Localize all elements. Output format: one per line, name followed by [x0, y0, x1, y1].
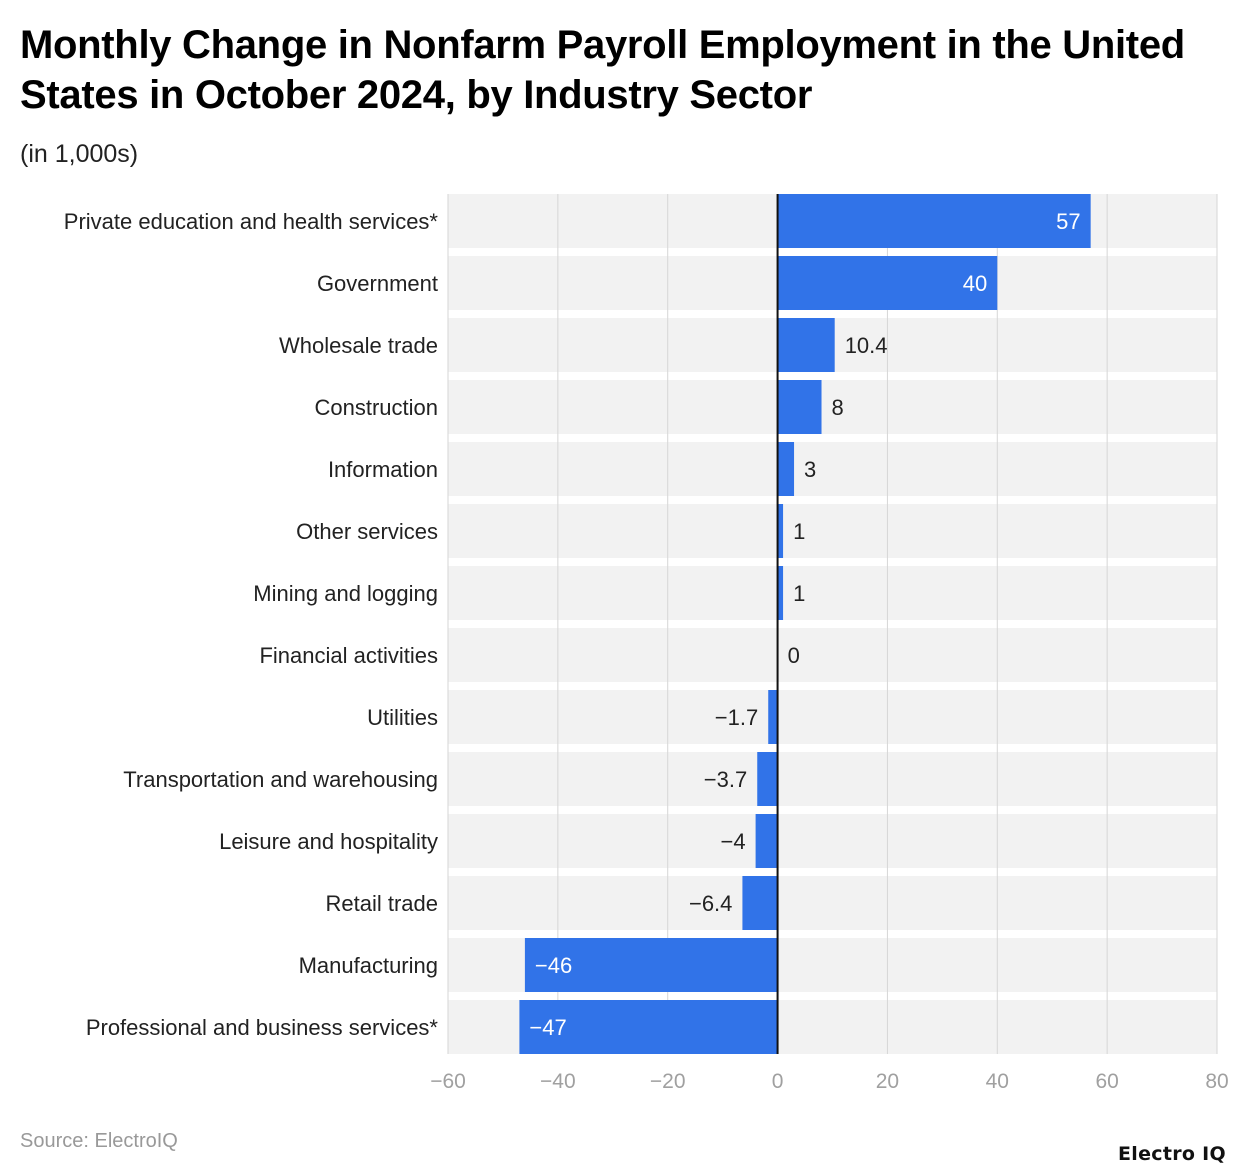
row-band — [448, 814, 1217, 868]
bar — [519, 1000, 778, 1054]
x-tick-label: −40 — [540, 1070, 576, 1093]
x-tick-label: 20 — [876, 1070, 899, 1093]
data-label: −1.7 — [715, 705, 758, 730]
data-label: 40 — [963, 271, 987, 296]
category-label: Leisure and hospitality — [219, 829, 438, 854]
row-band — [448, 690, 1217, 744]
row-band — [448, 876, 1217, 930]
category-label: Retail trade — [325, 891, 438, 916]
category-label: Mining and logging — [253, 581, 438, 606]
category-label: Utilities — [367, 705, 438, 730]
data-label: 1 — [793, 581, 805, 606]
x-tick-label: 80 — [1205, 1070, 1228, 1093]
bar — [777, 256, 998, 310]
chart-title: Monthly Change in Nonfarm Payroll Employ… — [20, 23, 1185, 117]
category-label: Construction — [314, 395, 438, 420]
data-label: 8 — [832, 395, 844, 420]
row-band — [448, 628, 1217, 682]
x-tick-label: 0 — [772, 1070, 784, 1093]
data-label: −4 — [721, 829, 746, 854]
category-label: Government — [317, 271, 438, 296]
row-band — [448, 380, 1217, 434]
bar — [777, 566, 784, 620]
category-label: Transportation and warehousing — [123, 767, 438, 792]
data-label: −47 — [529, 1015, 566, 1040]
x-tick-label: −60 — [430, 1070, 466, 1093]
bar — [777, 504, 784, 558]
chart-subtitle: (in 1,000s) — [20, 140, 139, 168]
data-label: −46 — [535, 953, 572, 978]
data-label: 57 — [1056, 209, 1080, 234]
x-tick-label: −20 — [650, 1070, 686, 1093]
category-label: Manufacturing — [299, 953, 438, 978]
category-label: Professional and business services* — [86, 1015, 439, 1040]
x-tick-label: 40 — [986, 1070, 1009, 1093]
data-label: −3.7 — [704, 767, 747, 792]
source-note: Source: ElectroIQ — [20, 1130, 178, 1152]
category-label: Wholesale trade — [279, 333, 438, 358]
bar — [755, 814, 778, 868]
category-label: Other services — [296, 519, 438, 544]
x-tick-label: 60 — [1095, 1070, 1118, 1093]
data-label: 10.4 — [845, 333, 888, 358]
category-label: Information — [328, 457, 438, 482]
bar — [777, 442, 795, 496]
bar — [757, 752, 778, 806]
bar — [777, 318, 835, 372]
bar — [742, 876, 778, 930]
row-band — [448, 504, 1217, 558]
data-label: 0 — [788, 643, 800, 668]
data-label: 3 — [804, 457, 816, 482]
data-label: 1 — [793, 519, 805, 544]
bar — [524, 938, 778, 992]
bar — [777, 380, 822, 434]
electroiq-logo: Electro IQ — [1118, 1143, 1226, 1165]
row-band — [448, 442, 1217, 496]
row-band — [448, 566, 1217, 620]
data-label: −6.4 — [689, 891, 732, 916]
bar — [777, 194, 1091, 248]
bar — [768, 690, 778, 744]
category-label: Financial activities — [259, 643, 438, 668]
row-band — [448, 752, 1217, 806]
category-label: Private education and health services* — [64, 209, 439, 234]
